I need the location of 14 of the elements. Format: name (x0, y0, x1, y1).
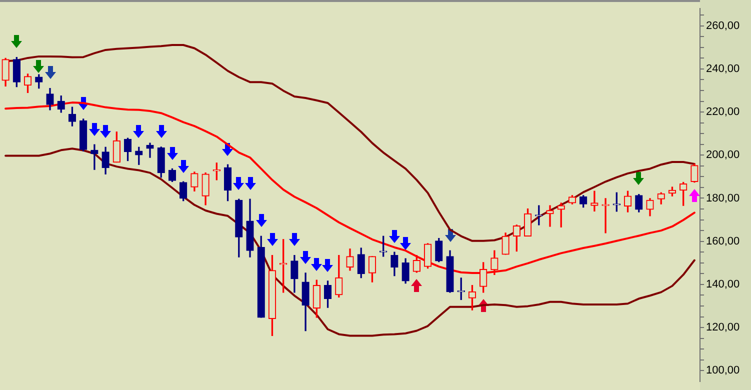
y-tick-label: 240,00 (706, 62, 740, 75)
y-tick-label: 200,00 (706, 149, 740, 162)
y-tick-label: 100,00 (706, 364, 740, 377)
y-tick-label: 160,00 (706, 235, 740, 248)
candlestick (146, 142, 154, 158)
y-tick-label: 120,00 (706, 322, 740, 334)
y-tick-label: 140,00 (706, 278, 740, 290)
y-tick-label: 220,00 (706, 106, 740, 118)
candlestick (602, 198, 610, 234)
candlestick (546, 205, 554, 227)
candlestick (90, 144, 98, 170)
y-tick-label: 180,00 (706, 192, 740, 204)
candlestick (590, 190, 598, 212)
y-tick-label: 260,00 (706, 20, 740, 32)
